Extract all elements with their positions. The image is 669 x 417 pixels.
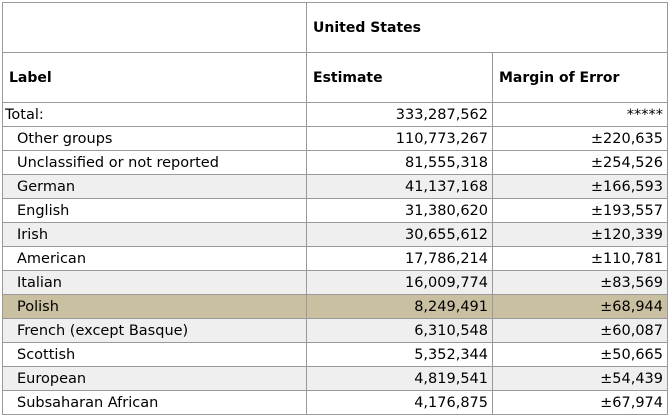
estimate-column-header[interactable]: Estimate: [306, 52, 493, 103]
row-estimate: 16,009,774: [306, 270, 493, 295]
row-estimate: 31,380,620: [306, 198, 493, 223]
table-row[interactable]: Other groups 110,773,267 ±220,635: [2, 126, 668, 151]
row-estimate: 5,352,344: [306, 342, 493, 367]
row-moe: ±110,781: [492, 246, 668, 271]
header-blank-cell: [2, 2, 307, 53]
geo-header-row: United States: [2, 2, 668, 53]
geo-header[interactable]: United States: [306, 2, 668, 53]
row-moe: ±67,974: [492, 390, 668, 415]
row-estimate: 41,137,168: [306, 174, 493, 199]
row-label: Scottish: [2, 342, 307, 367]
table-row[interactable]: European 4,819,541 ±54,439: [2, 366, 668, 391]
column-header-row: Label Estimate Margin of Error: [2, 52, 668, 103]
row-estimate: 6,310,548: [306, 318, 493, 343]
table-row[interactable]: German 41,137,168 ±166,593: [2, 174, 668, 199]
table-row[interactable]: Subsaharan African 4,176,875 ±67,974: [2, 390, 668, 415]
row-moe: ±54,439: [492, 366, 668, 391]
row-estimate: 110,773,267: [306, 126, 493, 151]
row-label: American: [2, 246, 307, 271]
moe-column-header[interactable]: Margin of Error: [492, 52, 668, 103]
row-estimate: 30,655,612: [306, 222, 493, 247]
row-label: Polish: [2, 294, 307, 319]
row-moe: ±68,944: [492, 294, 668, 319]
row-estimate: 17,786,214: [306, 246, 493, 271]
row-estimate: 4,176,875: [306, 390, 493, 415]
row-label: English: [2, 198, 307, 223]
row-moe: *****: [492, 102, 668, 127]
row-moe: ±254,526: [492, 150, 668, 175]
row-estimate: 8,249,491: [306, 294, 493, 319]
table-row[interactable]: English 31,380,620 ±193,557: [2, 198, 668, 223]
row-moe: ±83,569: [492, 270, 668, 295]
row-moe: ±166,593: [492, 174, 668, 199]
row-moe: ±50,665: [492, 342, 668, 367]
table-row[interactable]: French (except Basque) 6,310,548 ±60,087: [2, 318, 668, 343]
row-moe: ±220,635: [492, 126, 668, 151]
row-moe: ±120,339: [492, 222, 668, 247]
table-row[interactable]: Scottish 5,352,344 ±50,665: [2, 342, 668, 367]
row-label: Irish: [2, 222, 307, 247]
row-label: Unclassified or not reported: [2, 150, 307, 175]
row-moe: ±193,557: [492, 198, 668, 223]
label-column-header[interactable]: Label: [2, 52, 307, 103]
row-label: European: [2, 366, 307, 391]
row-label: Italian: [2, 270, 307, 295]
table-row[interactable]: American 17,786,214 ±110,781: [2, 246, 668, 271]
table-row-total[interactable]: Total: 333,287,562 *****: [2, 102, 668, 127]
row-label: Total:: [2, 102, 307, 127]
row-moe: ±60,087: [492, 318, 668, 343]
row-estimate: 4,819,541: [306, 366, 493, 391]
table-row[interactable]: Italian 16,009,774 ±83,569: [2, 270, 668, 295]
row-label: German: [2, 174, 307, 199]
row-label: Subsaharan African: [2, 390, 307, 415]
table-row-highlighted[interactable]: Polish 8,249,491 ±68,944: [2, 294, 668, 319]
row-label: French (except Basque): [2, 318, 307, 343]
table-row[interactable]: Unclassified or not reported 81,555,318 …: [2, 150, 668, 175]
table-row[interactable]: Irish 30,655,612 ±120,339: [2, 222, 668, 247]
row-label: Other groups: [2, 126, 307, 151]
row-estimate: 333,287,562: [306, 102, 493, 127]
row-estimate: 81,555,318: [306, 150, 493, 175]
